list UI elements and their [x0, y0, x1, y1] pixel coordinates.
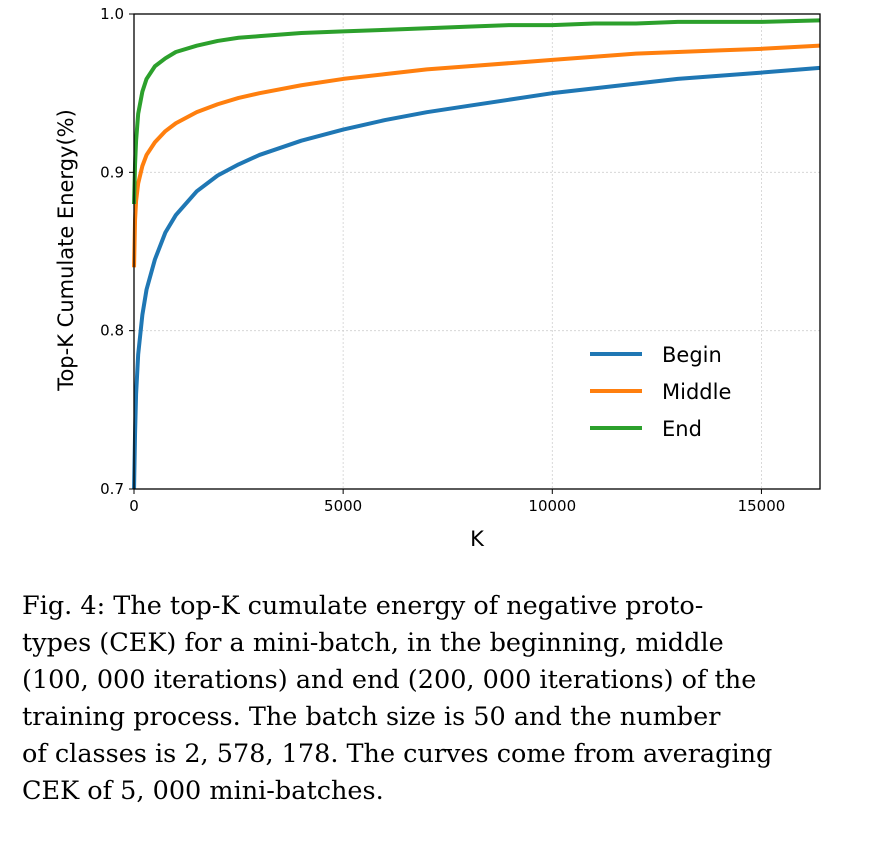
- series-lines: [132, 18, 821, 490]
- y-tick-label: 1.0: [100, 5, 124, 23]
- y-tick-label: 0.7: [100, 480, 124, 498]
- series-line-end: [132, 18, 821, 205]
- x-tick-label: 10000: [528, 497, 576, 515]
- y-tick-label: 0.9: [100, 163, 124, 181]
- legend-label-middle: Middle: [662, 380, 731, 404]
- cumulative-energy-chart: 0 5000 10000 15000 0.7 0.8 0.9 1.0 K Top-K Cumu…: [54, 5, 821, 551]
- chart-figure: 0 5000 10000 15000 0.7 0.8 0.9 1.0 K Top-K Cumu…: [54, 5, 821, 551]
- legend-label-end: End: [662, 417, 702, 441]
- x-tick-label: 0: [129, 497, 139, 515]
- legend-label-begin: Begin: [662, 343, 722, 367]
- y-tick-label: 0.8: [100, 322, 124, 340]
- y-axis-label: Top-K Cumulate Energy(%): [54, 109, 78, 392]
- axis-ticks: 0 5000 10000 15000 0.7 0.8 0.9 1.0: [100, 5, 785, 515]
- grid: [133, 13, 820, 490]
- x-axis-label: K: [470, 527, 485, 551]
- x-tick-label: 5000: [324, 497, 362, 515]
- legend: Begin Middle End: [590, 343, 731, 441]
- series-line-middle: [132, 43, 821, 268]
- figure-caption: Fig. 4: The top-K cumulate energy of neg…: [22, 591, 773, 806]
- x-tick-label: 15000: [738, 497, 786, 515]
- plot-frame: [133, 13, 821, 490]
- series-line-begin: [132, 65, 821, 490]
